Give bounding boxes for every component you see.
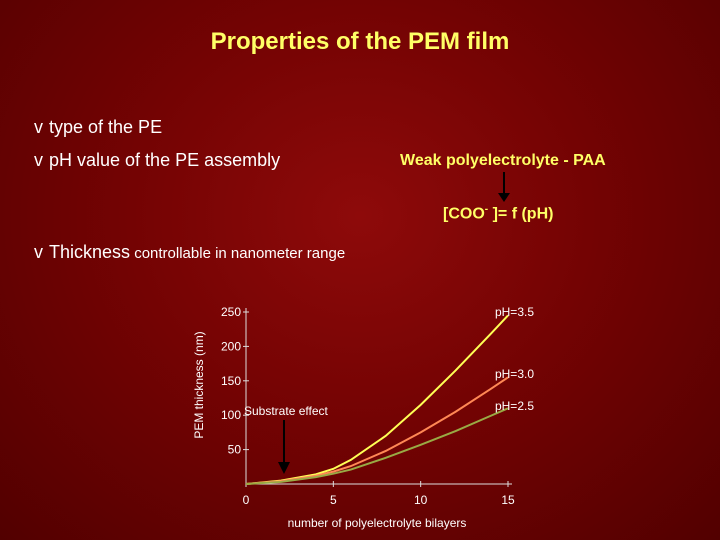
y-tick-label: 100 [221,408,241,422]
bullet-ph-text: pH value of the PE assembly [49,150,281,170]
coo-sup: - [484,204,489,215]
substrate-arrow-icon [278,462,290,474]
series-label-1: pH=3.0 [495,367,534,381]
y-tick-label: 250 [221,305,241,319]
bullet-marker: v [34,150,43,170]
down-arrow-icon [498,172,510,202]
bullet-ph: v pH value of the PE assembly [34,150,280,171]
bullet-type-text: type of the PE [49,117,163,137]
coo-pre: [COO [443,205,485,223]
bullet-thickness: v Thickness controllable in nanometer ran… [34,242,345,263]
series-line-0 [245,314,509,485]
x-tick-label: 15 [501,493,515,507]
y-tick-label: 150 [221,374,241,388]
x-axis-label: number of polyelectrolyte bilayers [288,516,467,530]
series-line-2 [245,407,509,485]
coo-function-label: [COO- ]= f (pH) [443,204,553,223]
bullet-thickness-rest: controllable in nanometer range [130,245,346,262]
bullet-thickness-main: Thickness [49,242,131,262]
bullet-type: v type of the PE [34,117,162,138]
coo-post: ]= f (pH) [488,205,554,223]
y-axis-label: PEM thickness (nm) [192,331,206,438]
weak-polyelectrolyte-label: Weak polyelectrolyte - PAA [400,152,606,169]
substrate-effect-label: Substrate effect [244,404,328,418]
series-line-1 [245,376,509,485]
bullet-marker: v [34,117,43,137]
x-tick-label: 5 [330,493,337,507]
x-tick-label: 0 [243,493,250,507]
x-tick-label: 10 [414,493,428,507]
slide-title: Properties of the PEM film [210,28,510,55]
bullet-marker: v [34,242,43,262]
y-tick-label: 200 [221,339,241,353]
y-tick-label: 50 [228,443,242,457]
series-label-2: pH=2.5 [495,399,534,413]
series-label-0: pH=3.5 [495,305,534,319]
